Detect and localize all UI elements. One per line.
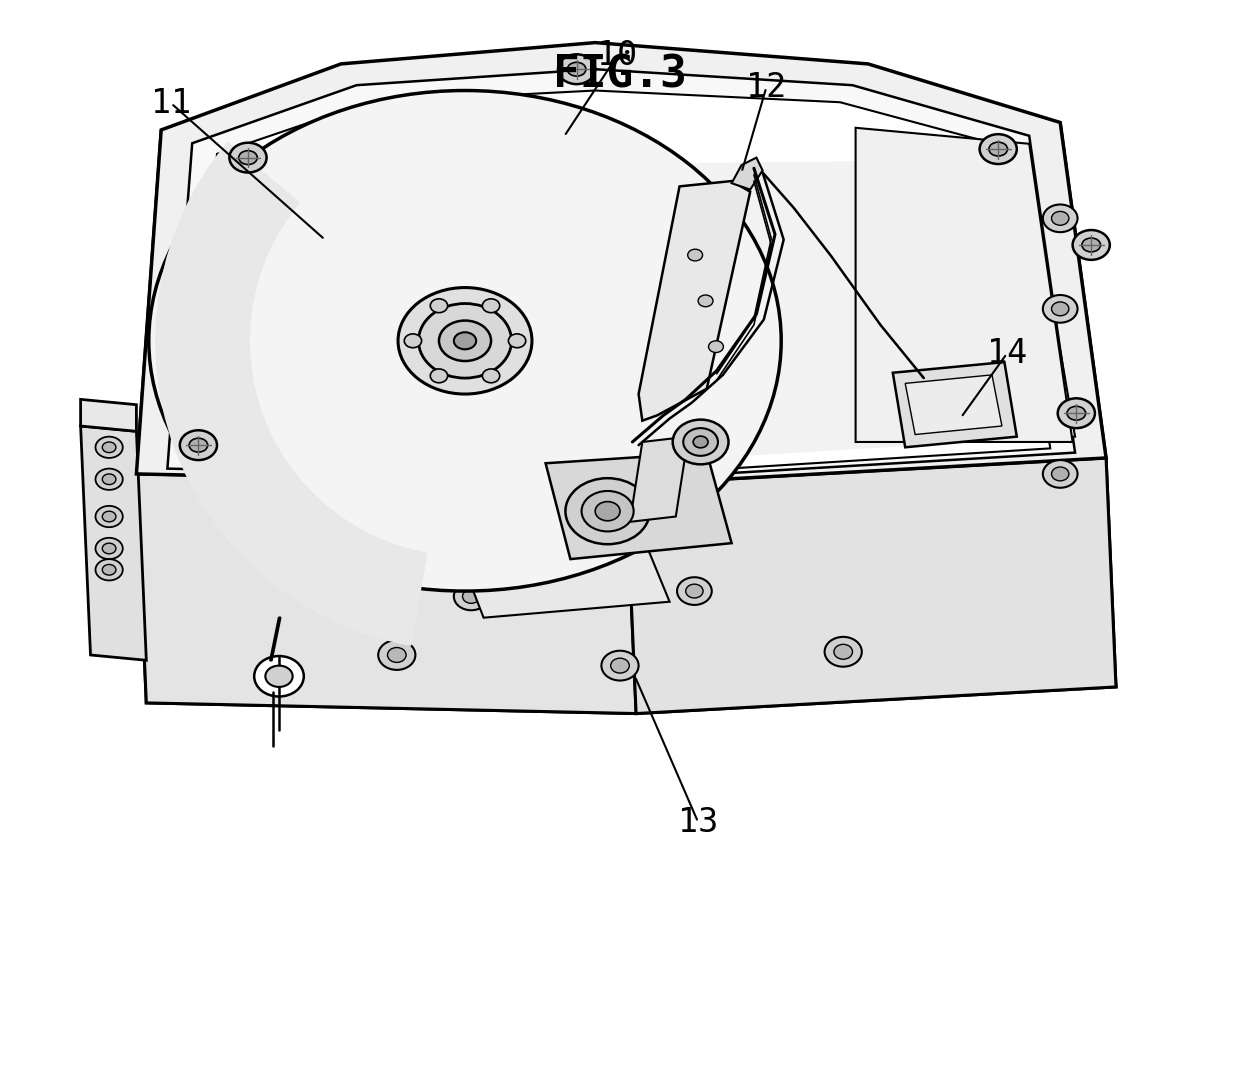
Ellipse shape (454, 583, 489, 610)
Polygon shape (905, 375, 1002, 435)
Ellipse shape (582, 491, 634, 531)
Ellipse shape (95, 437, 123, 458)
Ellipse shape (463, 590, 480, 604)
Ellipse shape (825, 637, 862, 667)
Text: 13: 13 (678, 806, 718, 838)
Ellipse shape (265, 666, 293, 687)
Ellipse shape (688, 249, 703, 261)
Ellipse shape (149, 91, 781, 591)
Ellipse shape (378, 640, 415, 670)
Ellipse shape (229, 143, 267, 173)
Ellipse shape (672, 420, 728, 464)
Ellipse shape (102, 511, 115, 522)
Ellipse shape (595, 502, 620, 521)
Ellipse shape (686, 584, 703, 599)
Ellipse shape (698, 295, 713, 307)
Polygon shape (81, 426, 146, 660)
Ellipse shape (558, 54, 595, 84)
Text: 12: 12 (746, 71, 786, 103)
Ellipse shape (601, 651, 639, 681)
Ellipse shape (693, 437, 708, 447)
Ellipse shape (1043, 460, 1078, 488)
Ellipse shape (1058, 398, 1095, 428)
Polygon shape (630, 437, 688, 522)
Ellipse shape (1052, 211, 1069, 226)
Ellipse shape (835, 644, 853, 659)
Polygon shape (192, 91, 1050, 475)
Ellipse shape (565, 478, 650, 544)
Ellipse shape (1052, 466, 1069, 481)
Ellipse shape (188, 439, 208, 452)
Polygon shape (732, 158, 763, 190)
Polygon shape (136, 43, 1106, 485)
Ellipse shape (180, 430, 217, 460)
Ellipse shape (1043, 204, 1078, 232)
Polygon shape (893, 362, 1017, 447)
Ellipse shape (677, 577, 712, 605)
Ellipse shape (454, 332, 476, 349)
Polygon shape (856, 128, 1073, 442)
Ellipse shape (482, 299, 500, 313)
Ellipse shape (102, 474, 115, 485)
Polygon shape (136, 130, 171, 703)
Ellipse shape (95, 538, 123, 559)
Polygon shape (626, 458, 1116, 714)
Polygon shape (146, 351, 1116, 714)
Polygon shape (174, 160, 1060, 463)
Ellipse shape (1052, 301, 1069, 315)
Ellipse shape (708, 341, 723, 353)
Ellipse shape (95, 469, 123, 490)
Polygon shape (136, 474, 636, 714)
Ellipse shape (1043, 295, 1078, 323)
Ellipse shape (683, 428, 718, 456)
Text: FIG.3: FIG.3 (553, 53, 687, 96)
Ellipse shape (102, 442, 115, 453)
Polygon shape (546, 453, 732, 559)
Ellipse shape (430, 299, 448, 313)
Ellipse shape (1073, 230, 1110, 260)
Ellipse shape (430, 368, 448, 382)
Ellipse shape (990, 143, 1007, 157)
Ellipse shape (404, 334, 422, 347)
Ellipse shape (1066, 407, 1086, 421)
Ellipse shape (568, 62, 585, 77)
Ellipse shape (1081, 239, 1101, 252)
Ellipse shape (102, 564, 115, 575)
Ellipse shape (508, 334, 526, 347)
Ellipse shape (238, 150, 258, 165)
Ellipse shape (398, 288, 532, 394)
Ellipse shape (482, 368, 500, 382)
Ellipse shape (254, 656, 304, 697)
Ellipse shape (611, 658, 629, 673)
Polygon shape (639, 181, 750, 421)
Ellipse shape (439, 321, 491, 361)
Polygon shape (167, 69, 1075, 479)
Ellipse shape (980, 134, 1017, 164)
Ellipse shape (95, 506, 123, 527)
Polygon shape (446, 511, 670, 618)
Text: 14: 14 (987, 338, 1027, 370)
Polygon shape (81, 399, 136, 431)
Wedge shape (155, 142, 428, 646)
Ellipse shape (387, 648, 407, 662)
Ellipse shape (102, 543, 115, 554)
Text: 10: 10 (598, 39, 637, 71)
Text: 11: 11 (151, 87, 191, 119)
Ellipse shape (419, 304, 511, 378)
Ellipse shape (95, 559, 123, 580)
Polygon shape (1004, 170, 1075, 442)
Polygon shape (1060, 122, 1116, 687)
